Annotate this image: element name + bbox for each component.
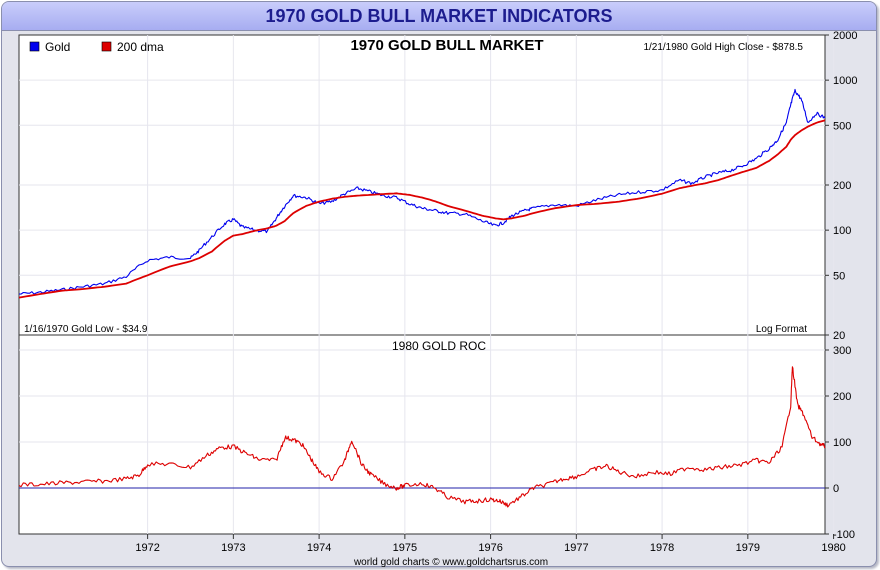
legend-dma-swatch xyxy=(101,41,112,52)
roc-line xyxy=(18,366,826,508)
footer-credit: world gold charts © www.goldchartsrus.co… xyxy=(353,557,548,568)
low-annotation: 1/16/1970 Gold Low - $34.9 xyxy=(24,324,148,335)
high-annotation: 1/21/1980 Gold High Close - $878.5 xyxy=(643,42,803,53)
price-chart-title: 1970 GOLD BULL MARKET xyxy=(350,37,543,54)
axis-ticks: 1972 1973 1974 1975 1976 1977 1978 1979 19802000… xyxy=(135,30,857,554)
legend-dma-label: 200 dma xyxy=(117,40,164,54)
y-tick-label: 100 xyxy=(833,437,851,449)
legend-gold-swatch xyxy=(29,41,40,52)
y-tick-label: 0 xyxy=(833,483,839,495)
y-tick-label: -100 xyxy=(833,529,855,541)
dma-200-line xyxy=(18,119,826,299)
roc-panel xyxy=(18,334,826,535)
y-tick-label: 300 xyxy=(833,345,851,357)
y-tick-label: 2000 xyxy=(833,30,857,42)
y-tick-label: 20 xyxy=(833,330,845,342)
y-tick-label: 200 xyxy=(833,391,851,403)
gridlines xyxy=(19,35,835,534)
y-tick-label: 500 xyxy=(833,120,851,132)
y-tick-label: 50 xyxy=(833,270,845,282)
y-tick-label: 100 xyxy=(833,225,851,237)
x-tick-label: 1978 xyxy=(650,542,674,554)
legend: Gold 200 dma xyxy=(29,40,164,54)
title-banner: 1970 GOLD BULL MARKET INDICATORS xyxy=(2,2,876,31)
y-tick-label: 1000 xyxy=(833,75,857,87)
x-tick-label: 1979 xyxy=(736,542,760,554)
x-tick-label: 1976 xyxy=(478,542,502,554)
log-format-label: Log Format xyxy=(756,324,807,335)
x-tick-label: 1974 xyxy=(307,542,331,554)
x-tick-label: 1980 xyxy=(821,542,845,554)
x-tick-label: 1972 xyxy=(135,542,159,554)
roc-chart-title: 1980 GOLD ROC xyxy=(392,339,486,353)
gold-price-line xyxy=(18,88,826,295)
x-tick-label: 1977 xyxy=(564,542,588,554)
page-title: 1970 GOLD BULL MARKET INDICATORS xyxy=(265,6,613,26)
x-tick-label: 1975 xyxy=(393,542,417,554)
legend-gold-label: Gold xyxy=(45,40,70,54)
y-tick-label: 200 xyxy=(833,180,851,192)
x-tick-label: 1973 xyxy=(221,542,245,554)
